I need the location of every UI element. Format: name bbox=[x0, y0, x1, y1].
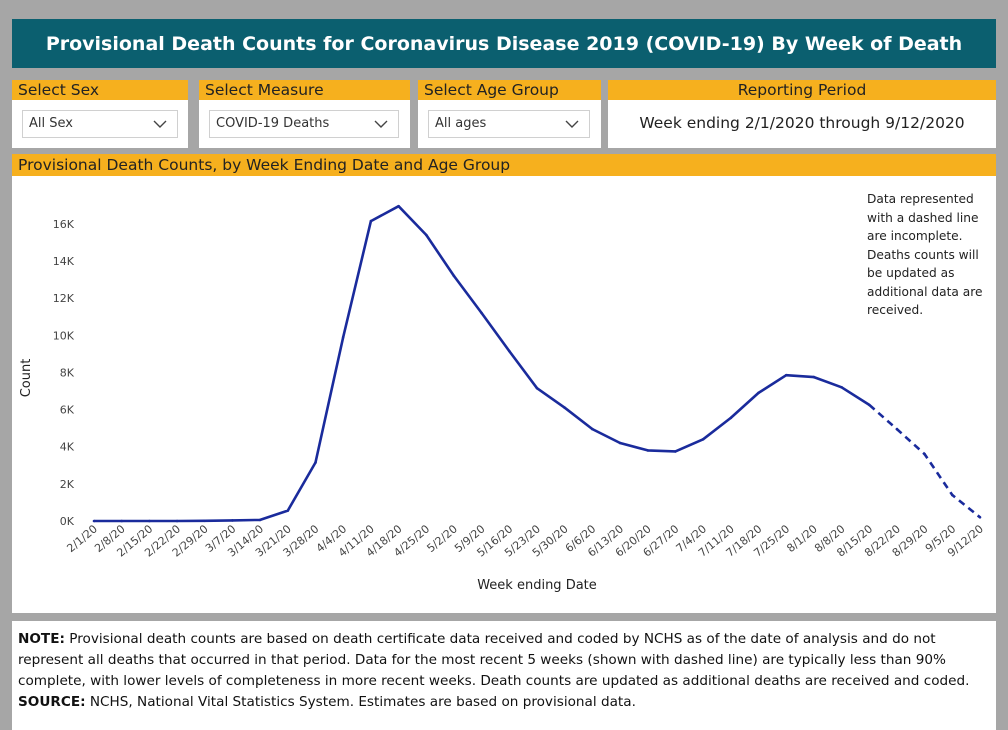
age-dropdown[interactable]: All ages bbox=[428, 110, 590, 138]
x-axis-label: Week ending Date bbox=[477, 578, 597, 593]
series-line-incomplete bbox=[868, 403, 981, 519]
source-label: SOURCE: bbox=[18, 694, 86, 710]
data-point[interactable] bbox=[535, 386, 539, 390]
age-slicer: Select Age Group All ages bbox=[418, 80, 601, 148]
note-text: Provisional death counts are based on de… bbox=[18, 631, 970, 689]
notes-section: NOTE: Provisional death counts are based… bbox=[12, 621, 996, 730]
source-text: NCHS, National Vital Statistics System. … bbox=[85, 694, 636, 710]
y-tick-label: 10K bbox=[53, 329, 75, 342]
reporting-period-value: Week ending 2/1/2020 through 9/12/2020 bbox=[639, 114, 965, 132]
data-point[interactable] bbox=[618, 441, 622, 445]
data-point[interactable] bbox=[978, 516, 982, 519]
sex-slicer-label: Select Sex bbox=[12, 80, 188, 100]
data-point[interactable] bbox=[369, 219, 373, 223]
data-point[interactable] bbox=[812, 375, 816, 379]
sex-dropdown[interactable]: All Sex bbox=[22, 110, 178, 138]
y-tick-label: 6K bbox=[60, 404, 75, 417]
chevron-down-icon bbox=[153, 120, 167, 128]
data-point[interactable] bbox=[480, 311, 483, 315]
series-line-complete bbox=[94, 204, 870, 523]
data-point[interactable] bbox=[840, 386, 843, 389]
incomplete-data-annotation: Data represented with a dashed line are … bbox=[867, 192, 983, 317]
chart-panel: Provisional Death Counts, by Week Ending… bbox=[12, 154, 996, 613]
data-point[interactable] bbox=[231, 519, 234, 522]
data-point[interactable] bbox=[508, 349, 511, 353]
chart-panel-title: Provisional Death Counts, by Week Ending… bbox=[12, 154, 996, 176]
data-point[interactable] bbox=[729, 416, 733, 420]
dashboard-title-text: Provisional Death Counts for Coronavirus… bbox=[45, 32, 963, 55]
reporting-period-label: Reporting Period bbox=[608, 80, 996, 100]
y-tick-label: 4K bbox=[60, 441, 75, 454]
data-point[interactable] bbox=[895, 427, 899, 431]
reporting-period-card: Reporting Period Week ending 2/1/2020 th… bbox=[608, 80, 996, 148]
data-point[interactable] bbox=[701, 438, 705, 441]
source-paragraph: SOURCE: NCHS, National Vital Statistics … bbox=[18, 692, 990, 713]
data-point[interactable] bbox=[757, 391, 760, 395]
data-point[interactable] bbox=[314, 461, 317, 464]
data-point[interactable] bbox=[286, 509, 290, 512]
measure-slicer: Select Measure COVID-19 Deaths bbox=[199, 80, 410, 148]
y-tick-label: 2K bbox=[60, 478, 75, 491]
data-point[interactable] bbox=[92, 519, 96, 523]
chevron-down-icon bbox=[374, 120, 388, 128]
x-tick-label: 8/1/20 bbox=[784, 522, 819, 555]
data-point[interactable] bbox=[646, 449, 650, 452]
measure-slicer-label: Select Measure bbox=[199, 80, 410, 100]
data-point[interactable] bbox=[591, 427, 594, 431]
data-point[interactable] bbox=[397, 204, 400, 208]
note-paragraph: NOTE: Provisional death counts are based… bbox=[18, 629, 990, 692]
data-point[interactable] bbox=[120, 519, 123, 523]
y-tick-label: 8K bbox=[60, 366, 75, 379]
y-axis-label: Count bbox=[19, 359, 34, 398]
data-point[interactable] bbox=[175, 519, 179, 523]
data-point[interactable] bbox=[425, 233, 428, 237]
note-label: NOTE: bbox=[18, 631, 65, 647]
data-point[interactable] bbox=[148, 519, 151, 523]
data-point[interactable] bbox=[951, 493, 954, 497]
y-tick-label: 0K bbox=[60, 515, 75, 528]
y-tick-label: 12K bbox=[53, 292, 75, 305]
data-point[interactable] bbox=[923, 452, 926, 456]
age-dropdown-value: All ages bbox=[435, 116, 487, 131]
data-point[interactable] bbox=[563, 406, 566, 409]
x-tick-label: 5/2/20 bbox=[424, 522, 459, 555]
data-point[interactable] bbox=[203, 519, 207, 523]
sex-slicer: Select Sex All Sex bbox=[12, 80, 188, 148]
measure-dropdown-value: COVID-19 Deaths bbox=[216, 116, 330, 131]
dashboard-title: Provisional Death Counts for Coronavirus… bbox=[12, 19, 996, 68]
y-tick-label: 14K bbox=[53, 255, 75, 268]
data-point[interactable] bbox=[258, 518, 262, 522]
data-point[interactable] bbox=[868, 403, 871, 407]
y-tick-label: 16K bbox=[53, 218, 75, 231]
measure-dropdown[interactable]: COVID-19 Deaths bbox=[209, 110, 399, 138]
data-point[interactable] bbox=[341, 335, 345, 339]
data-point[interactable] bbox=[674, 450, 677, 453]
data-point[interactable] bbox=[452, 274, 456, 278]
age-slicer-label: Select Age Group bbox=[418, 80, 601, 100]
data-point[interactable] bbox=[784, 373, 788, 377]
chevron-down-icon bbox=[565, 120, 579, 128]
sex-dropdown-value: All Sex bbox=[29, 116, 73, 131]
